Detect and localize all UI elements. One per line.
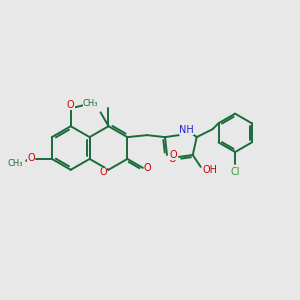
Text: O: O bbox=[168, 154, 176, 164]
Text: O: O bbox=[67, 100, 75, 110]
Text: O: O bbox=[169, 150, 177, 160]
Text: Cl: Cl bbox=[230, 167, 240, 177]
Text: CH₃: CH₃ bbox=[83, 99, 98, 108]
Text: OH: OH bbox=[202, 165, 217, 175]
Text: O: O bbox=[27, 153, 35, 163]
Text: O: O bbox=[144, 163, 152, 173]
Text: O: O bbox=[100, 167, 107, 177]
Text: NH: NH bbox=[179, 125, 194, 135]
Text: CH₃: CH₃ bbox=[8, 159, 23, 168]
